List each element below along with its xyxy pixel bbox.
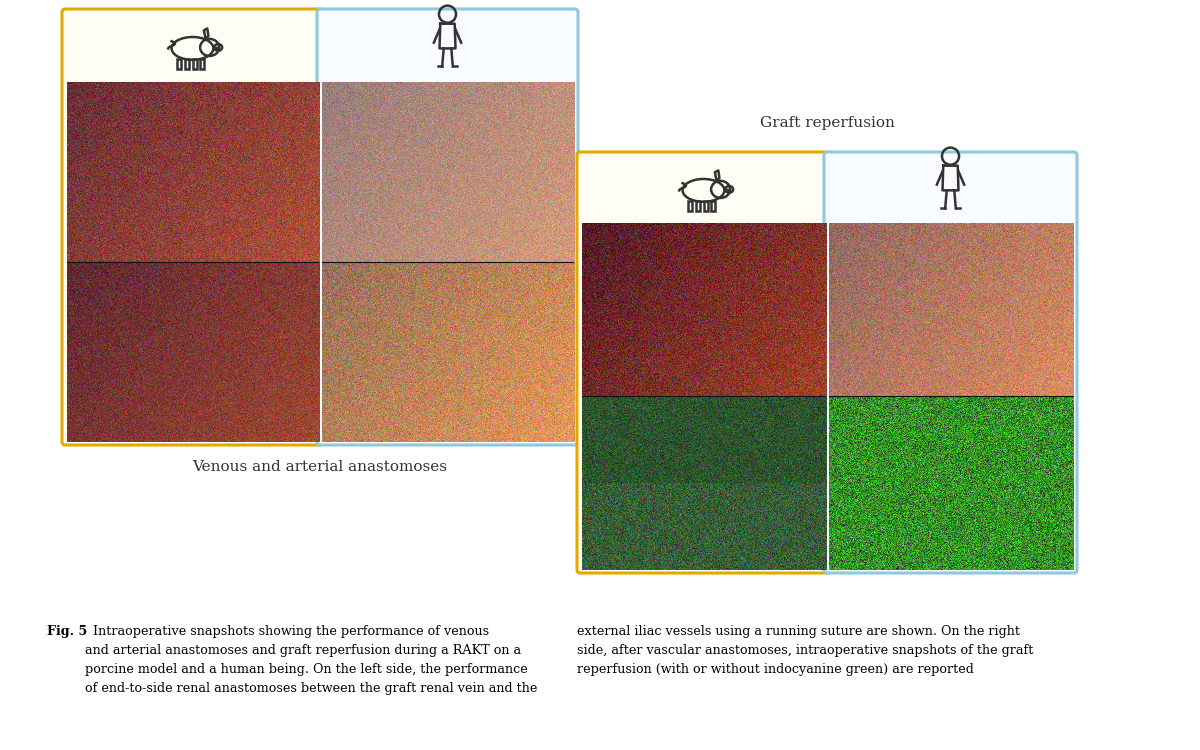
Text: external iliac vessels using a running suture are shown. On the right
side, afte: external iliac vessels using a running s… — [577, 625, 1033, 676]
Bar — [712, 201, 715, 211]
Text: Graft reperfusion: Graft reperfusion — [760, 116, 894, 130]
FancyBboxPatch shape — [824, 152, 1078, 573]
FancyBboxPatch shape — [577, 152, 830, 573]
Bar — [689, 201, 692, 211]
Text: Intraoperative snapshots showing the performance of venous
and arterial anastomo: Intraoperative snapshots showing the per… — [85, 625, 538, 695]
Bar — [192, 58, 197, 69]
Bar — [185, 58, 190, 69]
FancyBboxPatch shape — [62, 9, 323, 445]
Bar — [696, 201, 700, 211]
Bar — [200, 58, 204, 69]
Bar — [178, 58, 181, 69]
FancyBboxPatch shape — [317, 9, 578, 445]
Text: Venous and arterial anastomoses: Venous and arterial anastomoses — [192, 460, 448, 474]
Bar — [703, 201, 708, 211]
Text: Fig. 5: Fig. 5 — [47, 625, 88, 638]
